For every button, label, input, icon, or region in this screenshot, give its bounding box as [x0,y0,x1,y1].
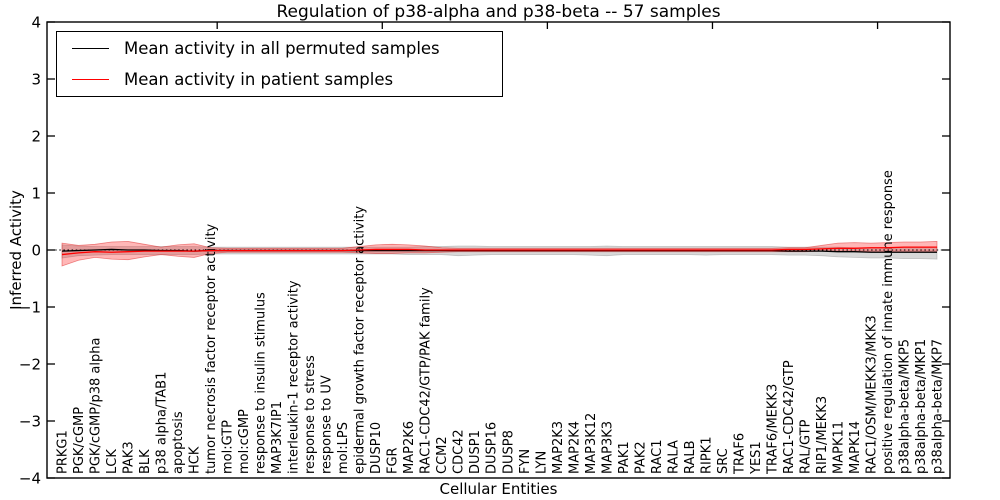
legend-entry-patient: Mean activity in patient samples [57,65,502,95]
x-category-label: RALB [683,440,698,474]
x-category-label: PAK3 [122,441,137,474]
x-category-label: PGK/cGMP [72,407,87,474]
legend-label-permuted: Mean activity in all permuted samples [124,38,440,58]
x-category-label: SRC [716,448,731,474]
x-category-label: RIP1/MEKK3 [815,396,830,474]
x-category-label: epidermal growth factor receptor activit… [353,206,368,474]
patient-line-swatch [72,79,109,81]
x-category-label: MAP3K12 [584,413,599,474]
y-tick-label: −1 [19,299,41,317]
x-category-label: DUSP1 [468,430,483,474]
y-tick-label: −4 [19,470,41,488]
x-category-label: p38alpha-beta/MKP5 [897,339,912,474]
patient-range-band [61,241,938,267]
x-category-label: RALA [666,440,681,474]
x-axis-label: Cellular Entities [439,480,558,498]
x-category-label: p38alpha-beta/MKP1 [914,339,929,474]
legend-box: Mean activity in all permuted samples Me… [56,31,503,97]
x-category-label: CCM2 [435,436,450,474]
x-category-label: response to stress [303,355,318,474]
x-category-label: interleukin-1 receptor activity [287,280,302,474]
x-category-label: YES1 [749,441,764,475]
x-category-label: DUSP16 [485,422,500,474]
x-category-label: RAC1-CDC42/GTP/PAK family [419,287,434,474]
x-category-label: LCK [105,449,120,474]
permuted-line-swatch [72,47,109,49]
y-tick-label: −3 [19,413,41,431]
x-category-label: BLK [138,449,153,474]
chart-title: Regulation of p38-alpha and p38-beta -- … [276,2,721,22]
x-category-label: RIPK1 [699,436,714,474]
y-tick-label: 0 [31,242,41,260]
x-category-label: MAP3K3 [600,421,615,474]
x-category-label: mol:GTP [221,420,236,474]
x-category-label: RAC1 [650,439,665,474]
x-category-label: tumor necrosis factor receptor activity [204,223,219,474]
legend-entry-permuted: Mean activity in all permuted samples [57,33,502,63]
x-category-label: DUSP10 [369,422,384,474]
x-category-label: TRAF6 [732,433,747,475]
x-category-label: CDC42 [452,429,467,474]
x-category-label: mol:cGMP [237,409,252,474]
y-tick-label: 1 [31,185,41,203]
x-category-label: PAK2 [633,441,648,474]
y-tick-label: 4 [31,14,41,32]
x-category-label: RAC1/OSM/MEKK3/MKK3 [864,315,879,474]
x-category-label: MAP2K3 [551,421,566,474]
x-category-label: RAC1-CDC42/GTP [782,360,797,474]
x-category-label: TRAF6/MEKK3 [765,384,780,475]
x-category-label: FYN [518,449,533,474]
x-category-label: MAP2K6 [402,421,417,474]
x-category-label: MAP3K7IP1 [270,401,285,474]
x-category-label: MAPK14 [848,421,863,474]
x-category-label: FGR [386,447,401,474]
x-category-label: HCK [188,446,203,474]
x-category-label: p38alpha-beta/MKP7 [931,339,946,474]
y-tick-label: 3 [31,71,41,89]
x-category-label: PGK/cGMP/p38 alpha [89,338,104,474]
x-category-label: p38 alpha/TAB1 [155,372,170,474]
x-category-label: RAL/GTP [798,419,813,474]
x-category-label: positive regulation of innate immune res… [881,170,896,474]
y-axis-label: Inferred Activity [7,190,25,310]
x-category-label: response to insulin stimulus [254,292,269,474]
x-category-label: MAP2K4 [567,421,582,474]
y-tick-label: 2 [31,128,41,146]
x-category-label: response to UV [320,375,335,474]
x-category-label: mol:LPS [336,422,351,474]
x-category-label: PAK1 [617,441,632,474]
y-tick-label: −2 [19,356,41,374]
x-category-label: LYN [534,451,549,474]
x-category-label: MAPK11 [831,421,846,474]
x-category-label: PRKG1 [56,430,71,474]
legend-label-patient: Mean activity in patient samples [124,70,394,90]
patient-mean-line [61,246,937,256]
x-category-label: DUSP8 [501,430,516,474]
x-category-label: apoptosis [171,411,186,474]
